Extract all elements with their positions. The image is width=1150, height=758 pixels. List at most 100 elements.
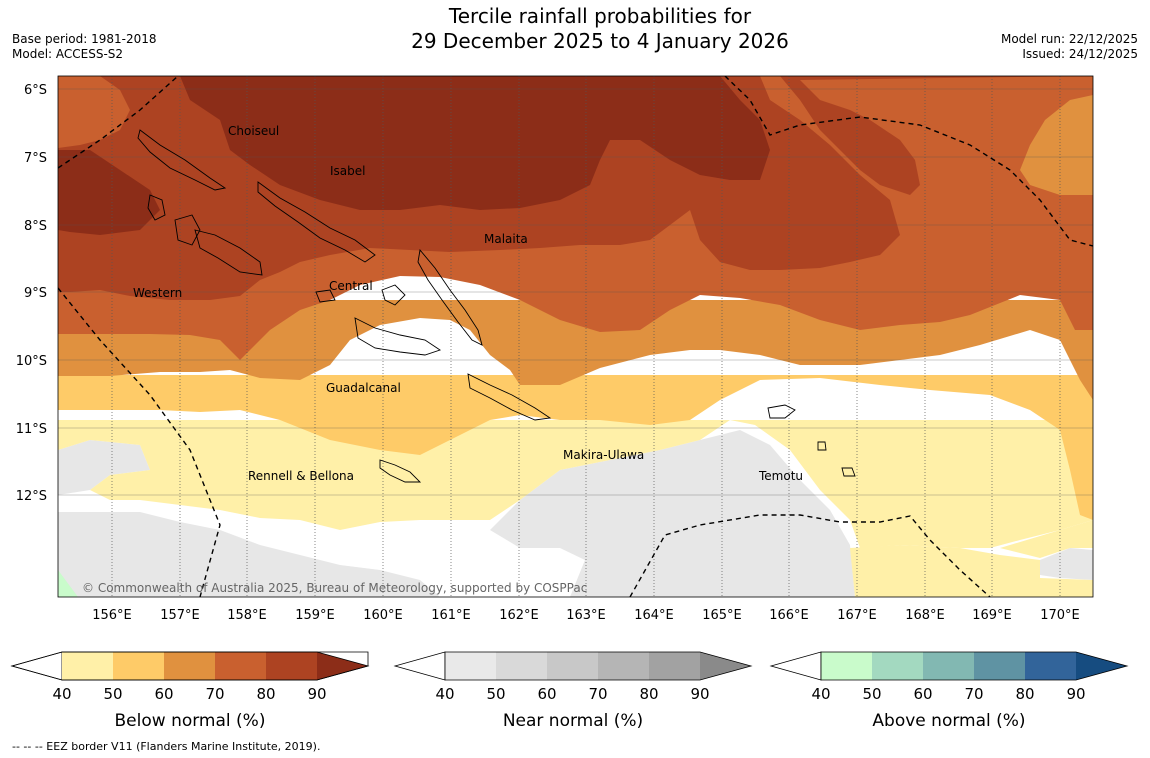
colorbar-title-near: Near normal (%) bbox=[503, 711, 643, 731]
colorbar-above-normal bbox=[769, 651, 1129, 681]
colorbar-swatch bbox=[974, 652, 1025, 680]
probability-map bbox=[58, 76, 1093, 597]
lat-label: 7°S bbox=[24, 151, 47, 166]
title-line-2: 29 December 2025 to 4 January 2026 bbox=[411, 29, 789, 53]
lat-label: 10°S bbox=[16, 354, 47, 369]
colorbar-swatch bbox=[164, 652, 215, 680]
lat-label: 11°S bbox=[16, 422, 47, 437]
base-period-text: Base period: 1981-2018 bbox=[12, 32, 157, 46]
colorbar-swatch bbox=[1025, 652, 1076, 680]
below-40-50-band-se bbox=[850, 545, 1093, 597]
lat-label: 6°S bbox=[24, 83, 47, 98]
region-label-central: Central bbox=[329, 279, 373, 293]
run-info: Model run: 22/12/2025 Issued: 24/12/2025 bbox=[1001, 32, 1138, 62]
colorbar-swatch bbox=[649, 652, 700, 680]
lon-label: 157°E bbox=[160, 608, 200, 623]
colorbar-near-normal bbox=[393, 651, 753, 681]
near-normal-zone-east-2 bbox=[1040, 548, 1093, 580]
lon-label: 160°E bbox=[363, 608, 403, 623]
below-40-50-band-e bbox=[1000, 520, 1093, 558]
map-title: Tercile rainfall probabilities for 29 De… bbox=[300, 4, 900, 54]
issued-text: Issued: 24/12/2025 bbox=[1022, 47, 1138, 61]
colorbar-title-above: Above normal (%) bbox=[872, 711, 1025, 731]
model-text: Model: ACCESS-S2 bbox=[12, 47, 124, 61]
colorbar-swatch bbox=[598, 652, 649, 680]
lon-label: 167°E bbox=[837, 608, 877, 623]
model-run-text: Model run: 22/12/2025 bbox=[1000, 32, 1138, 46]
tick-label: 50 bbox=[862, 685, 881, 703]
tick-label: 90 bbox=[690, 685, 709, 703]
lon-label: 162°E bbox=[499, 608, 539, 623]
tick-label: 60 bbox=[537, 685, 556, 703]
tick-label: 70 bbox=[964, 685, 983, 703]
region-label-isabel: Isabel bbox=[330, 164, 365, 178]
tick-label: 80 bbox=[639, 685, 658, 703]
near-normal-zone-east bbox=[490, 430, 855, 597]
lon-label: 169°E bbox=[972, 608, 1012, 623]
tick-label: 90 bbox=[307, 685, 326, 703]
lon-label: 170°E bbox=[1040, 608, 1080, 623]
lon-label: 159°E bbox=[295, 608, 335, 623]
region-label-rennell-bellona: Rennell & Bellona bbox=[248, 469, 354, 483]
tick-label: 60 bbox=[913, 685, 932, 703]
tick-label: 40 bbox=[811, 685, 830, 703]
region-labels: Choiseul Isabel Malaita Central Western … bbox=[133, 124, 803, 483]
tick-label: 60 bbox=[154, 685, 173, 703]
colorbar-swatch bbox=[821, 652, 872, 680]
region-label-guadalcanal: Guadalcanal bbox=[326, 381, 401, 395]
title-line-1: Tercile rainfall probabilities for bbox=[448, 4, 752, 28]
colorbar-swatch bbox=[317, 652, 368, 680]
region-label-western: Western bbox=[133, 286, 182, 300]
map-latitude-lines bbox=[58, 88, 1093, 496]
colorbar-swatch bbox=[496, 652, 547, 680]
below-90-west bbox=[58, 150, 160, 235]
lon-label: 163°E bbox=[566, 608, 606, 623]
near-normal-zone-west-2 bbox=[58, 440, 150, 495]
lon-label: 164°E bbox=[634, 608, 674, 623]
region-label-temotu: Temotu bbox=[758, 469, 803, 483]
region-label-makira-ulawa: Makira-Ulawa bbox=[563, 448, 644, 462]
latitude-axis: 6°S 7°S 8°S 9°S 10°S 11°S 12°S bbox=[16, 83, 47, 504]
below-90-core bbox=[180, 76, 770, 210]
tick-label: 50 bbox=[486, 685, 505, 703]
colorbar-ticks: 40 50 60 70 80 90 40 50 60 70 80 90 40 5… bbox=[52, 685, 1085, 703]
tick-label: 80 bbox=[256, 685, 275, 703]
tick-label: 50 bbox=[103, 685, 122, 703]
tick-label: 90 bbox=[1066, 685, 1085, 703]
lon-label: 168°E bbox=[905, 608, 945, 623]
map-frame bbox=[57, 75, 1094, 598]
region-label-malaita: Malaita bbox=[484, 232, 528, 246]
tick-label: 80 bbox=[1015, 685, 1034, 703]
eez-border bbox=[58, 76, 1093, 597]
copyright-text: © Commonwealth of Australia 2025, Bureau… bbox=[82, 581, 587, 595]
model-info: Base period: 1981-2018 Model: ACCESS-S2 bbox=[12, 32, 157, 62]
below-60-70-ne bbox=[1020, 95, 1093, 195]
colorbar-swatch bbox=[62, 652, 113, 680]
colorbar-title-below: Below normal (%) bbox=[115, 711, 266, 731]
colorbar-swatch bbox=[872, 652, 923, 680]
lon-label: 165°E bbox=[702, 608, 742, 623]
below-80-90-band bbox=[58, 76, 1093, 195]
lat-label: 8°S bbox=[24, 219, 47, 234]
region-label-choiseul: Choiseul bbox=[228, 124, 279, 138]
colorbar-swatch bbox=[700, 652, 751, 680]
near-normal-zone-west bbox=[58, 512, 440, 597]
eez-legend-note: -- -- -- EEZ border V11 (Flanders Marine… bbox=[12, 740, 321, 753]
island-outlines bbox=[137, 129, 856, 483]
lon-label: 161°E bbox=[431, 608, 471, 623]
below-40-50-band bbox=[58, 420, 1093, 548]
colorbar-swatch bbox=[266, 652, 317, 680]
colorbar-swatch bbox=[1076, 652, 1127, 680]
lon-label: 158°E bbox=[227, 608, 267, 623]
lat-label: 9°S bbox=[24, 286, 47, 301]
tick-label: 40 bbox=[435, 685, 454, 703]
longitude-axis: 156°E 157°E 158°E 159°E 160°E 161°E 162°… bbox=[92, 608, 1080, 623]
lon-label: 166°E bbox=[769, 608, 809, 623]
above-normal-zone bbox=[58, 570, 78, 597]
below-60-70-band bbox=[58, 300, 1093, 400]
colorbar-swatch bbox=[547, 652, 598, 680]
colorbar-swatch bbox=[445, 652, 496, 680]
colorbar-titles: Below normal (%) Near normal (%) Above n… bbox=[115, 711, 1026, 731]
colorbar-swatch bbox=[113, 652, 164, 680]
